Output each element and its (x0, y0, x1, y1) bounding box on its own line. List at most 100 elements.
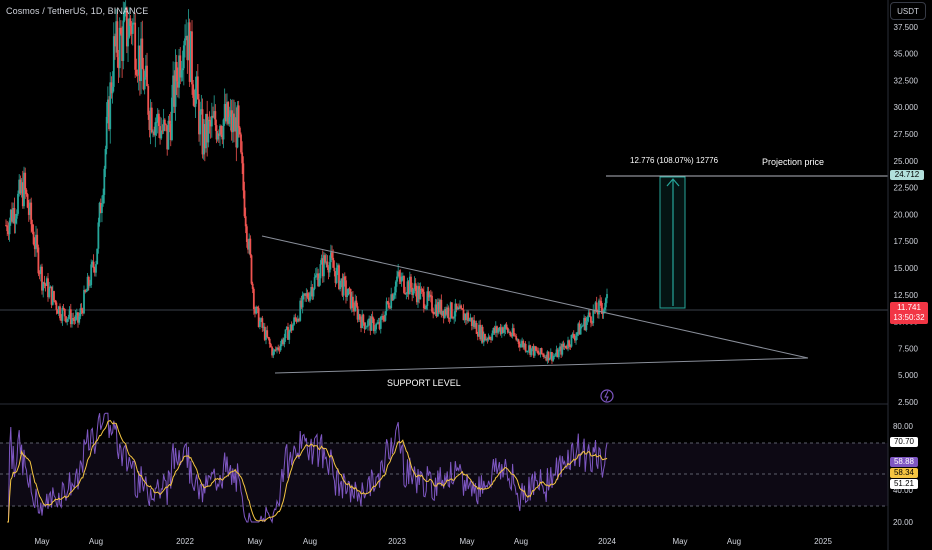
candle (176, 81, 179, 88)
price-pane[interactable]: 12.776 (108.07%) 12776 Projection price … (0, 0, 888, 403)
candle (468, 319, 471, 322)
candle (282, 339, 285, 345)
candle (346, 295, 349, 298)
candle (300, 300, 303, 308)
currency-button[interactable]: USDT (890, 2, 926, 20)
candle (431, 295, 433, 312)
candle (578, 323, 581, 335)
candle (103, 168, 106, 195)
candle (498, 327, 501, 330)
candle (18, 179, 21, 194)
rsi-pane[interactable] (0, 412, 888, 524)
candle (14, 218, 17, 224)
candle (561, 343, 564, 355)
resistance-trendline[interactable] (261, 235, 809, 359)
symbol-title[interactable]: Cosmos / TetherUS, 1D, BINANCE (6, 6, 149, 16)
time-tick-label: May (247, 537, 262, 546)
candle (403, 276, 405, 293)
rsi-value-tag: 58.88 (890, 457, 918, 467)
candle (428, 294, 431, 298)
price-tick-label: 22.500 (894, 184, 919, 193)
candle (562, 343, 565, 347)
candle (434, 304, 437, 314)
candle (173, 75, 176, 107)
candle (544, 356, 546, 358)
candle (83, 290, 85, 314)
candle (31, 224, 34, 232)
candle (11, 209, 13, 222)
candle (569, 346, 572, 348)
candle (598, 300, 600, 315)
candle (205, 113, 207, 149)
candle (411, 287, 414, 295)
candle (496, 326, 498, 333)
rsi-line (7, 412, 608, 524)
candle (117, 57, 120, 69)
candle (262, 326, 265, 328)
candle (59, 306, 61, 319)
candle (379, 316, 382, 329)
candle (467, 312, 470, 322)
support-trendline[interactable] (274, 357, 809, 374)
candle (237, 105, 240, 128)
candle (392, 295, 395, 301)
candle (508, 331, 510, 333)
candle (539, 348, 542, 355)
price-axis[interactable]: 37.500 35.000 32.500 30.000 27.500 25.000 22.5… (894, 23, 919, 407)
candle (318, 278, 321, 287)
candle (131, 22, 134, 34)
candle (312, 288, 315, 297)
candle (396, 276, 398, 282)
candle (87, 276, 90, 286)
candle (459, 305, 461, 309)
candle (130, 25, 133, 34)
candle (557, 349, 560, 358)
candle (33, 244, 36, 250)
candle (585, 320, 588, 331)
candle (220, 125, 223, 135)
candle (429, 294, 432, 296)
candle (50, 286, 53, 305)
candle (348, 288, 351, 290)
candle (336, 265, 339, 268)
projection-arrowhead (666, 178, 680, 187)
candle (95, 264, 97, 273)
candle (63, 309, 66, 317)
candle (327, 267, 330, 273)
candle (81, 309, 84, 314)
candle (563, 345, 566, 347)
candle (108, 99, 110, 130)
candle (486, 338, 489, 340)
candle (89, 285, 91, 286)
candle (454, 303, 457, 317)
candle (541, 353, 544, 355)
candle (445, 309, 447, 315)
candle (565, 348, 568, 349)
time-tick-label: Aug (727, 537, 741, 546)
candle (250, 255, 253, 284)
candle (417, 286, 419, 303)
candle (522, 341, 525, 348)
candle (39, 266, 42, 274)
candle (591, 322, 593, 324)
candle (127, 37, 129, 47)
candle (460, 305, 463, 309)
candle (48, 288, 51, 298)
candle (401, 276, 404, 277)
rsi-tick-label: 40.00 (893, 486, 914, 495)
time-axis[interactable]: May Aug 2022 May Aug 2023 May Aug 2024 May Aug 2025 (34, 537, 832, 546)
candle (485, 338, 488, 341)
candle (311, 286, 314, 297)
lightning-icon[interactable] (600, 389, 614, 403)
candle (142, 68, 145, 90)
candle (305, 293, 308, 296)
candle (45, 278, 48, 286)
candle (412, 289, 415, 295)
candle (136, 74, 139, 76)
candle (5, 225, 7, 226)
candle (229, 110, 232, 117)
candle (241, 152, 244, 164)
rsi-axis[interactable]: 80.00 40.00 20.00 (893, 422, 914, 527)
candle (166, 125, 169, 150)
